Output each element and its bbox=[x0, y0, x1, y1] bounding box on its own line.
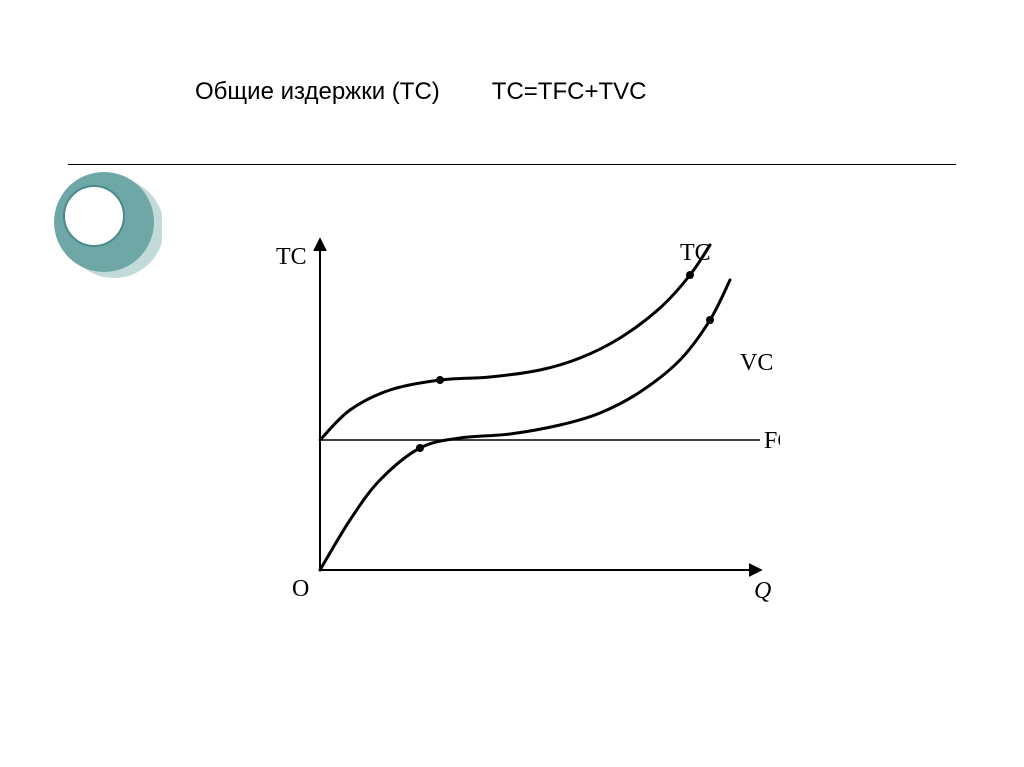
tc-curve bbox=[320, 245, 710, 440]
vc-label: VC bbox=[740, 350, 773, 376]
vc-marker bbox=[416, 444, 424, 452]
tc-marker bbox=[436, 376, 444, 384]
x-axis-label: Q bbox=[754, 578, 771, 604]
tc-label: TC bbox=[680, 240, 711, 266]
vc-marker bbox=[706, 316, 714, 324]
slide-title-part2: TC=TFC+TVC bbox=[492, 78, 647, 106]
tc-marker bbox=[686, 271, 694, 279]
slide-title-row: Общие издержки (TC) TC=TFC+TVC bbox=[195, 78, 646, 106]
bullet-ring-icon bbox=[42, 160, 162, 280]
y-axis-label: TC bbox=[276, 244, 307, 270]
origin-label: O bbox=[292, 576, 309, 602]
fc-label: FC bbox=[764, 428, 780, 454]
title-underline bbox=[68, 164, 956, 165]
slide: Общие издержки (TC) TC=TFC+TVC FC TC VC O Q T… bbox=[0, 0, 1024, 767]
cost-curves-chart: FC TC VC O Q TC bbox=[260, 220, 780, 620]
vc-curve bbox=[320, 280, 730, 570]
slide-title-part1: Общие издержки (TC) bbox=[195, 78, 440, 106]
